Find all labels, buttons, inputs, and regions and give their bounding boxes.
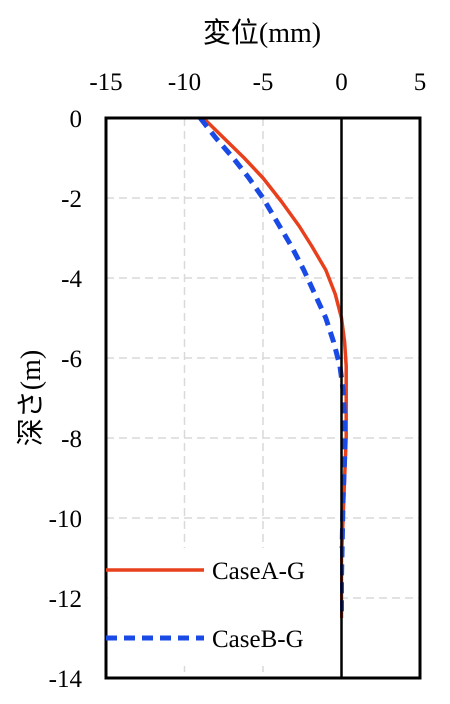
y-tick-label: -8 [61,426,82,453]
series-layer [198,116,348,618]
x-tick-label: -5 [253,69,274,96]
x-axis-title: 変位(mm) [203,17,321,49]
grid-layer [106,118,420,678]
series-line-caseb-g [198,116,348,618]
y-tick-label: -12 [49,586,82,613]
legend-background [108,548,340,666]
legend-label-caseb-g: CaseB-G [212,626,304,653]
y-tick-label: 0 [70,106,83,133]
x-tick-label: -10 [168,69,201,96]
y-tick-label: -4 [61,266,82,293]
y-tick-label: -10 [49,506,82,533]
y-tick-label: -2 [61,186,82,213]
x-tick-label: 0 [335,69,348,96]
y-tick-label: -6 [61,346,82,373]
x-tick-labels: -15 -10 -5 0 5 [89,69,426,96]
legend: CaseA-G CaseB-G [106,548,340,666]
plot-frame [104,116,422,680]
y-axis-title: 深さ(m) [16,350,47,446]
legend-label-casea-g: CaseA-G [212,558,305,585]
y-tick-label: -14 [49,666,83,693]
series-line-casea-g [202,116,348,618]
x-tick-label: -15 [89,69,122,96]
x-tick-label: 5 [414,69,427,96]
y-tick-labels: 0 -2 -4 -6 -8 -10 -12 -14 [49,106,83,693]
